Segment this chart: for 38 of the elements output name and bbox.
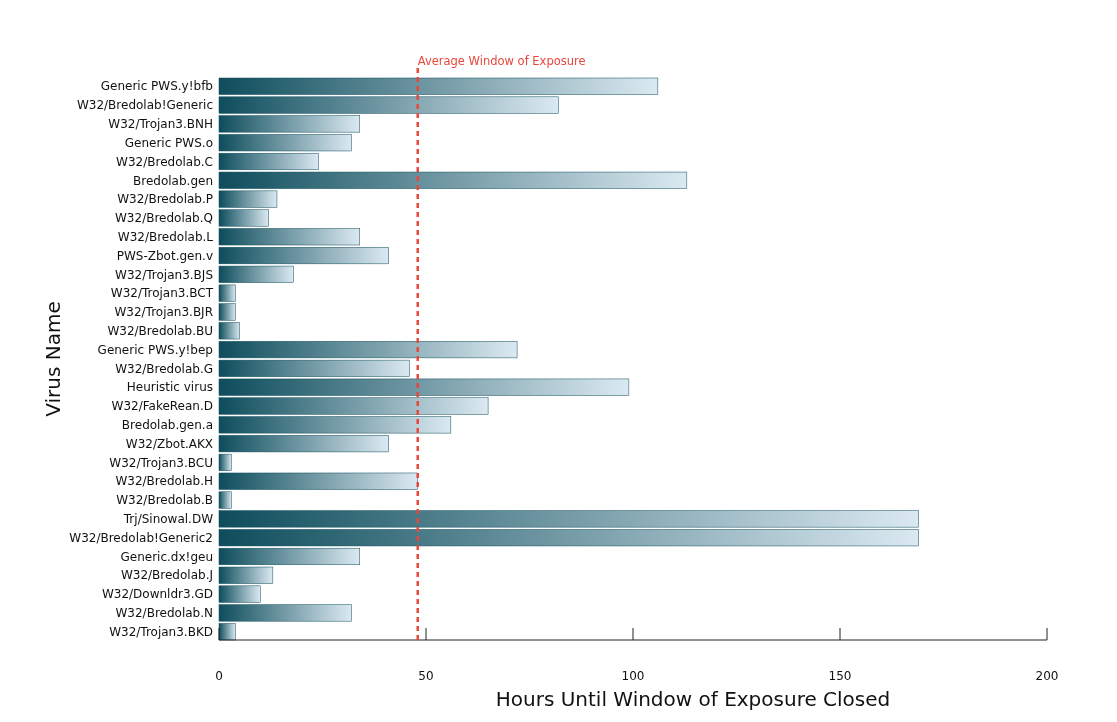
y-tick-label: Bredolab.gen.a <box>121 418 213 433</box>
y-tick-label: W32/Bredolab.J <box>120 568 213 583</box>
x-axis-title: Hours Until Window of Exposure Closed <box>495 687 891 711</box>
x-tick-label: 200 <box>1035 669 1059 683</box>
y-tick-label: W32/Trojan3.BJS <box>115 267 213 282</box>
y-tick-label: Generic PWS.y!bep <box>97 342 213 357</box>
y-tick-label: W32/Bredolab.N <box>115 606 213 621</box>
x-tick-label: 150 <box>828 669 852 683</box>
y-tick-label: W32/Trojan3.BJR <box>114 305 213 320</box>
y-tick-label: W32/Bredolab.B <box>116 493 213 508</box>
y-tick-label: W32/Bredolab!Generic2 <box>69 530 213 545</box>
y-tick-label: W32/Bredolab.H <box>115 474 213 489</box>
y-tick-label: W32/Trojan3.BKD <box>109 624 213 639</box>
y-tick-label: Generic PWS.o <box>124 135 213 150</box>
y-tick-label: Trj/Sinowal.DW <box>122 512 214 527</box>
y-tick-label: W32/Bredolab.Q <box>115 211 213 226</box>
y-tick-label: Bredolab.gen <box>133 173 213 188</box>
y-tick-label: W32/Trojan3.BCU <box>109 455 213 470</box>
y-tick-label: W32/Trojan3.BCT <box>110 286 214 301</box>
y-tick-label: Generic PWS.y!bfb <box>100 79 213 94</box>
y-tick-label: W32/Bredolab.C <box>116 154 213 169</box>
y-tick-label: Generic.dx!geu <box>120 549 213 564</box>
y-tick-label: W32/Bredolab.L <box>117 229 214 244</box>
x-tick-label: 50 <box>418 669 434 683</box>
y-tick-label: W32/FakeRean.D <box>111 399 213 414</box>
y-tick-label: W32/Trojan3.BNH <box>108 117 213 132</box>
y-tick-label: W32/Bredolab.P <box>117 192 213 207</box>
y-axis-title: Virus Name <box>41 301 65 417</box>
y-tick-label: W32/Bredolab.G <box>115 361 213 376</box>
x-tick-label: 0 <box>215 669 223 683</box>
y-tick-label: W32/Downldr3.GD <box>101 587 213 602</box>
y-tick-label: W32/Bredolab!Generic <box>76 98 213 113</box>
x-tick-label: 100 <box>621 669 645 683</box>
y-tick-label: PWS-Zbot.gen.v <box>116 248 213 263</box>
y-tick-label: W32/Zbot.AKX <box>125 436 213 451</box>
y-tick-label: W32/Bredolab.BU <box>107 323 213 338</box>
y-tick-label: Heuristic virus <box>126 380 213 395</box>
ref-line-label: Average Window of Exposure <box>417 54 586 68</box>
